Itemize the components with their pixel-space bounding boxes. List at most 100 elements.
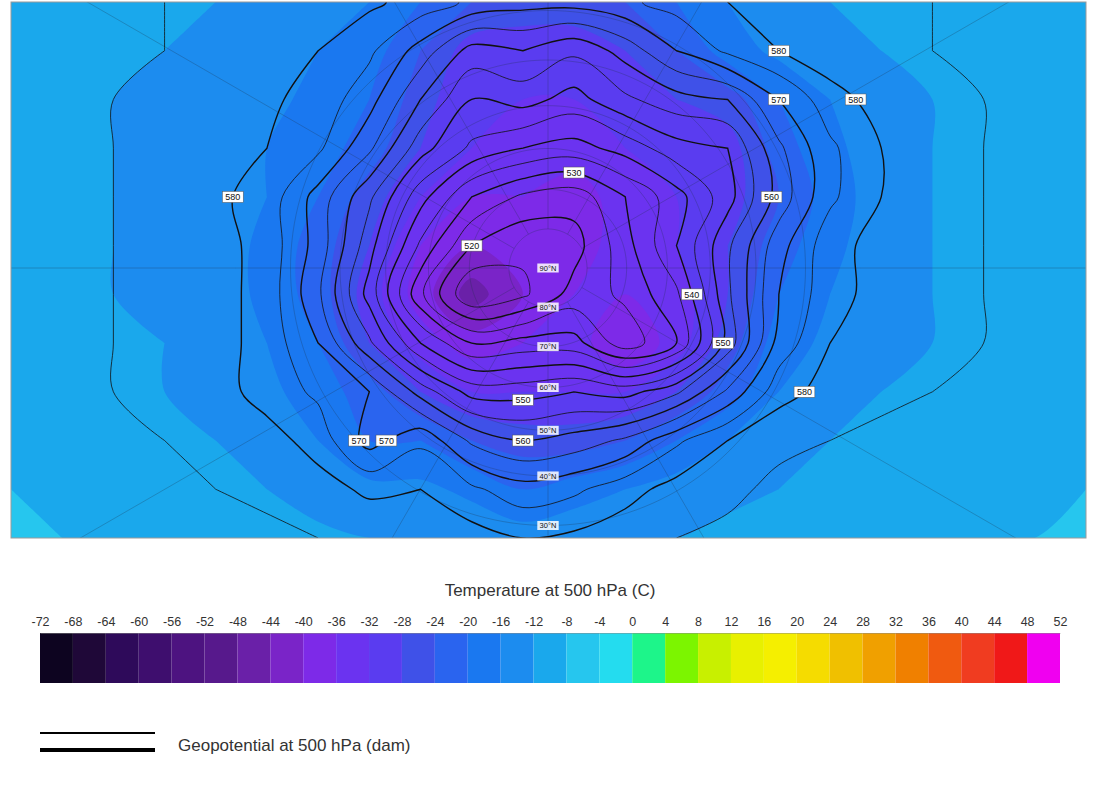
colorbar-tick: 28: [856, 615, 870, 633]
colorbar-tick-label: -16: [492, 615, 510, 629]
contour-label: 580: [771, 46, 786, 56]
colorbar-axis-line: [41, 633, 1061, 634]
contour-label: 540: [684, 290, 699, 300]
colorbar-tick-label: -24: [426, 615, 444, 629]
latitude-label: 40°N: [540, 472, 557, 481]
latitude-label: 30°N: [540, 521, 557, 530]
temperature-band: [11, 2, 1086, 538]
colorbar-tick-label: -12: [525, 615, 543, 629]
colorbar-tick: -56: [163, 615, 181, 633]
latitude-label: 80°N: [540, 303, 557, 312]
colorbar-tick: 4: [662, 615, 669, 633]
temperature-band: [11, 2, 1086, 538]
contour-label: 570: [379, 436, 394, 446]
colorbar-tick-label: -52: [196, 615, 214, 629]
colorbar-band: [928, 633, 961, 683]
temperature-band: [11, 2, 1086, 538]
colorbar-tick: 20: [790, 615, 804, 633]
geopotential-contour: [11, 2, 1086, 538]
colorbar-tick-label: 12: [725, 615, 739, 629]
contour-label-box: [222, 191, 243, 202]
colorbar-tick-label: -40: [295, 615, 313, 629]
latitude-label-box: [537, 521, 558, 530]
colorbar-tick: -36: [328, 615, 346, 633]
colorbar-tick: -44: [262, 615, 280, 633]
colorbar-tick-label: -4: [594, 615, 605, 629]
colorbar-band: [698, 633, 731, 683]
colorbar-band: [1027, 633, 1060, 683]
contour-label-box: [794, 386, 815, 397]
colorbar-title: Temperature at 500 hPa (C): [445, 581, 656, 600]
temperature-band: [11, 2, 1086, 538]
chart-container: 90°N80°N70°N60°N50°N40°N30°N580570560550…: [0, 0, 1100, 788]
geopotential-contour: [11, 2, 1086, 538]
colorbar-tick: -64: [97, 615, 115, 633]
colorbar-tick-label: -32: [360, 615, 378, 629]
colorbar: [40, 633, 1060, 683]
colorbar-band: [797, 633, 830, 683]
colorbar-tick: -16: [492, 615, 510, 633]
colorbar-tick-label: 28: [856, 615, 870, 629]
colorbar-band: [106, 633, 139, 683]
latitude-label-box: [537, 383, 558, 392]
geopotential-contour: [11, 2, 1086, 538]
colorbar-tick-label: 4: [662, 615, 669, 629]
meridian: [582, 288, 1086, 538]
map-figure: 90°N80°N70°N60°N50°N40°N30°N580570560550…: [0, 0, 1100, 788]
colorbar-tick-label: 48: [1021, 615, 1035, 629]
geopotential-contour: [11, 2, 1086, 538]
contour-label-box: [768, 94, 789, 105]
contour-label-box: [564, 167, 585, 178]
contour-label: 570: [352, 436, 367, 446]
colorbar-band: [830, 633, 863, 683]
colorbar-tick: 32: [889, 615, 903, 633]
latitude-labels: 90°N80°N70°N60°N50°N40°N30°N: [537, 264, 558, 531]
temperature-band: [11, 2, 1086, 538]
contour-label: 570: [771, 95, 786, 105]
temperature-band: [11, 2, 1086, 538]
contour-label-box: [513, 394, 534, 405]
parallel: [386, 106, 711, 431]
contour-label-box: [681, 289, 702, 300]
contour-label: 560: [515, 436, 530, 446]
colorbar-tick: -40: [295, 615, 313, 633]
colorbar-tick: -32: [360, 615, 378, 633]
colorbar-band: [336, 633, 369, 683]
contour-label: 580: [848, 95, 863, 105]
colorbar-tick: 36: [922, 615, 936, 633]
colorbar-band: [961, 633, 994, 683]
temperature-band: [11, 2, 1086, 538]
temperature-field: [11, 2, 1086, 538]
colorbar-band: [237, 633, 270, 683]
colorbar-tick-label: -64: [97, 615, 115, 629]
latitude-label: 90°N: [540, 264, 557, 273]
colorbar-tick-label: -68: [64, 615, 82, 629]
meridian: [582, 2, 1086, 248]
colorbar-tick-label: -60: [130, 615, 148, 629]
contour-label: 550: [715, 338, 730, 348]
colorbar-tick: -4: [594, 615, 605, 633]
parallel: [340, 60, 756, 476]
colorbar-band: [139, 633, 172, 683]
colorbar-tick: -72: [31, 615, 49, 633]
colorbar-band: [303, 633, 336, 683]
colorbar-tick-label: 20: [790, 615, 804, 629]
contour-label-box: [461, 240, 482, 251]
colorbar-band: [566, 633, 599, 683]
meridian: [587, 268, 1086, 269]
colorbar-band: [270, 633, 303, 683]
colorbar-band: [731, 633, 764, 683]
latitude-label-box: [537, 342, 558, 351]
colorbar-tick-label: 24: [823, 615, 837, 629]
colorbar-tick: -12: [525, 615, 543, 633]
temperature-band: [11, 2, 1086, 538]
legend-line-thick: [40, 748, 155, 752]
meridian: [230, 302, 529, 538]
geopotential-contour: [11, 2, 1086, 538]
latitude-label-box: [537, 303, 558, 312]
contour-label-box: [376, 435, 397, 446]
colorbar-tick-label: 36: [922, 615, 936, 629]
colorbar-band: [369, 633, 402, 683]
temperature-band: [11, 2, 1086, 538]
latitude-label: 60°N: [540, 383, 557, 392]
